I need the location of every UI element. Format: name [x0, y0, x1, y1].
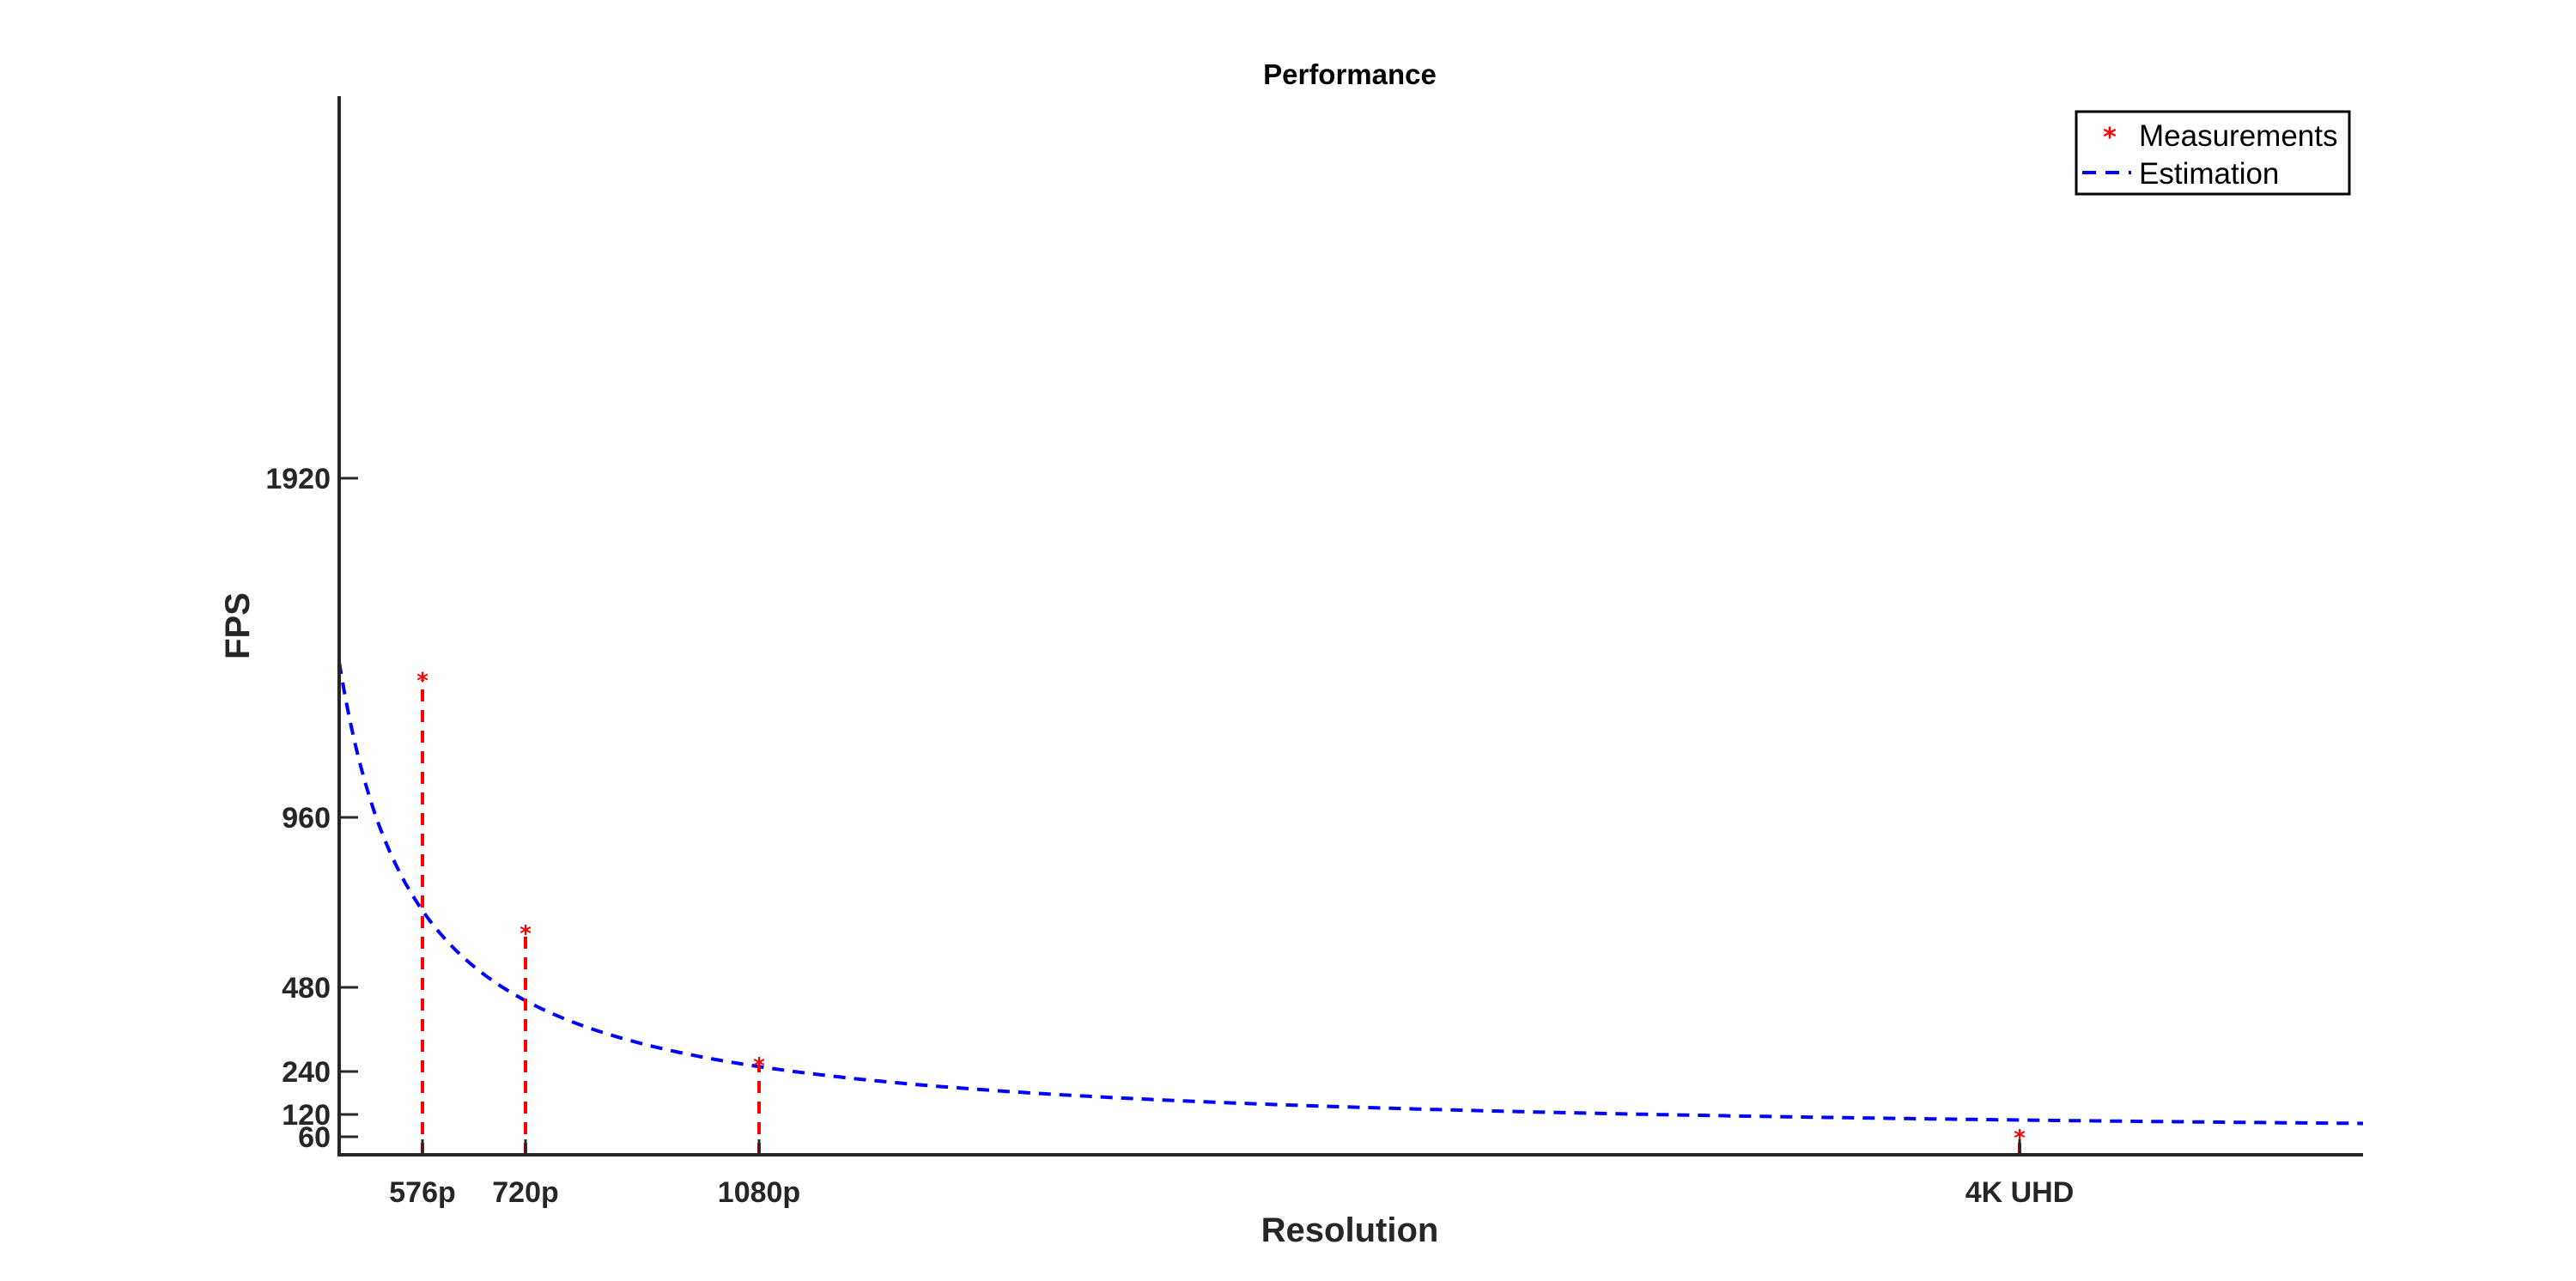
x-tick-label: 4K UHD [1965, 1176, 2075, 1209]
y-tick-label: 960 [282, 802, 331, 835]
x-tick-label: 576p [389, 1176, 456, 1209]
x-axis-label: Resolution [1261, 1211, 1439, 1249]
measurement-point: * [519, 921, 532, 947]
legend-marker-measurements: * [2103, 123, 2117, 153]
y-tick-label: 240 [282, 1056, 331, 1089]
measurement-point: * [416, 669, 428, 695]
measurement-point: * [2014, 1126, 2026, 1151]
y-tick-label: 120 [282, 1099, 331, 1132]
chart-title: Performance [1263, 58, 1437, 90]
y-axis-label: FPS [219, 592, 257, 659]
x-tick-label: 1080p [718, 1176, 800, 1209]
legend: * Measurements Estimation [2075, 110, 2351, 196]
x-axis-ticks: 576p 720p 1080p 4K UHD [389, 1139, 2074, 1209]
y-tick-label: 60 [298, 1121, 331, 1154]
y-tick-label: 1920 [265, 463, 331, 495]
legend-label-measurements: Measurements [2139, 119, 2337, 153]
measurement-point: * [753, 1053, 765, 1079]
legend-box [2075, 110, 2351, 196]
y-tick-label: 480 [282, 972, 331, 1005]
x-tick-label: 720p [492, 1176, 559, 1209]
legend-label-estimation: Estimation [2139, 157, 2279, 191]
estimation-line [337, 661, 2364, 1126]
